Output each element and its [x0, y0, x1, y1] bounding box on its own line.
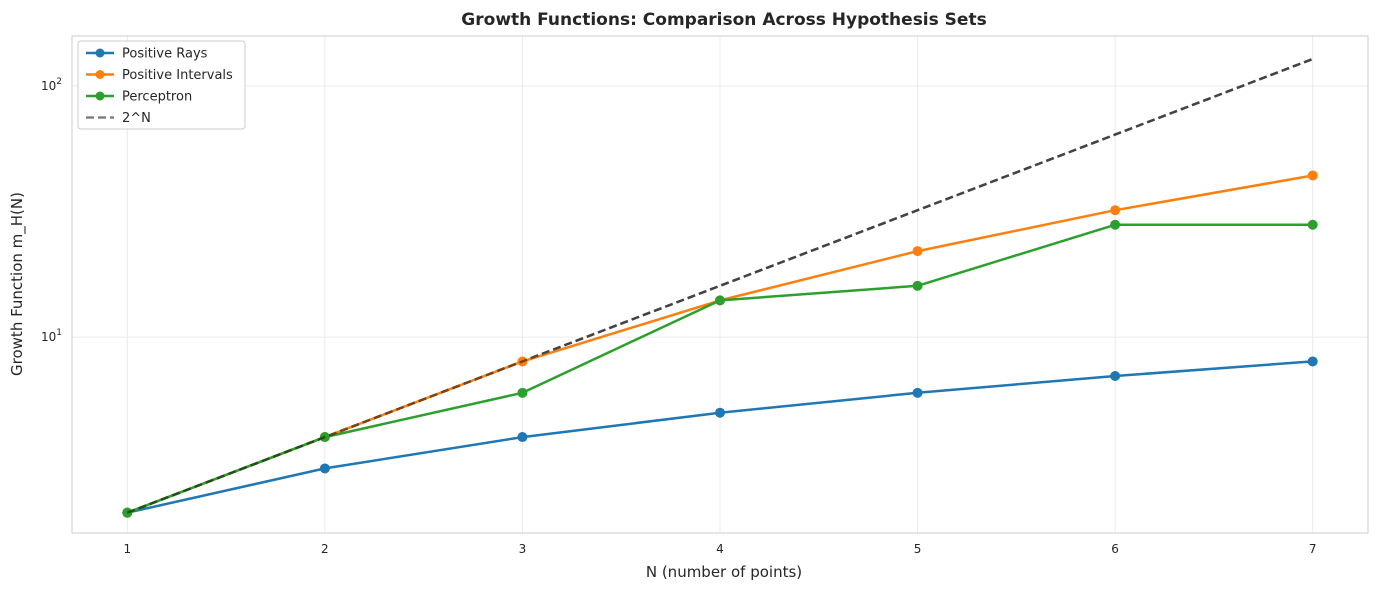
y-tick-label: 101 [41, 328, 62, 344]
tick-labels: 1 2 3 4 5 6 7 101 102 [41, 77, 1317, 556]
legend-entry-label: Positive Intervals [122, 68, 233, 83]
x-tick-label: 3 [519, 542, 527, 556]
legend-swatch-marker [95, 48, 105, 58]
series-point [1307, 356, 1318, 367]
series-point [517, 432, 528, 443]
grid [72, 36, 1368, 533]
plot-frame [71, 35, 1369, 534]
legend-swatch-marker [95, 70, 105, 79]
x-axis-label: N (number of points) [646, 563, 802, 581]
series-point [319, 463, 330, 474]
legend-entry-label: 2^N [122, 111, 151, 126]
series-point [1110, 205, 1121, 216]
x-tick-label: 1 [123, 542, 131, 556]
legend-entry-label: Perceptron [122, 90, 192, 105]
x-tick-label: 4 [716, 542, 724, 556]
series-point [912, 280, 923, 291]
series-layer [122, 57, 1318, 518]
series-point [1307, 170, 1318, 181]
series-point [1307, 219, 1318, 230]
legend-entry-label: Positive Rays [122, 47, 208, 62]
series-point [715, 407, 725, 418]
y-axis-label: Growth Function m_H(N) [8, 192, 27, 376]
chart-title: Growth Functions: Comparison Across Hypo… [461, 10, 986, 30]
y-tick-label: 102 [41, 77, 62, 93]
series-point [912, 387, 923, 398]
x-tick-label: 7 [1309, 542, 1317, 556]
legend-box [77, 40, 246, 130]
legend-swatch-marker [95, 91, 105, 101]
x-tick-label: 5 [914, 542, 922, 556]
series-point [715, 295, 725, 306]
legend: Positive Rays Positive Intervals Perceptro… [77, 40, 246, 130]
series-point [517, 387, 528, 398]
series-point [1110, 371, 1121, 382]
x-tick-label: 2 [321, 542, 329, 556]
series-line-2n-overlay [126, 57, 1314, 514]
x-tick-label: 6 [1111, 542, 1119, 556]
series-point [912, 246, 923, 257]
series-point [1110, 219, 1121, 230]
